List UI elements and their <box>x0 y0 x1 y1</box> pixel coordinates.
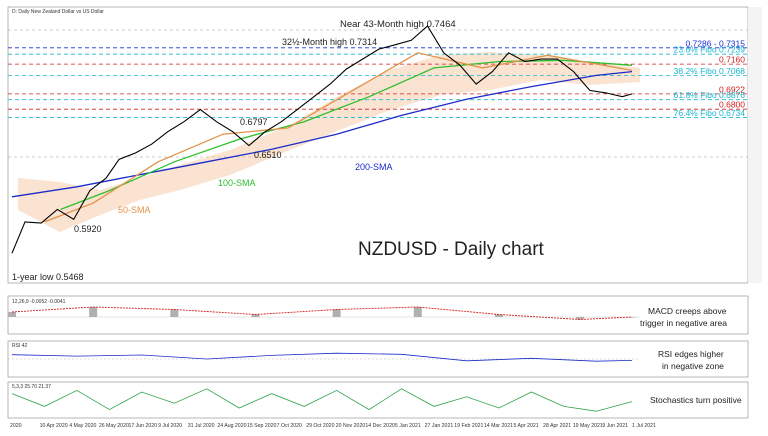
sma200-label: 200-SMA <box>355 162 393 172</box>
sma100-label: 100-SMA <box>218 178 256 188</box>
macd-note-1: MACD creeps above <box>648 306 727 316</box>
price-line <box>11 25 633 254</box>
macd-bar <box>8 312 16 317</box>
rsi-line <box>11 352 633 362</box>
x-tick-label: 29 Oct 2020 <box>306 423 334 429</box>
x-tick-label: 9 Jun 2021 <box>602 423 628 429</box>
level-label: 61.8% Fibo 0.6876 <box>674 90 746 100</box>
rsi-note-1: RSI edges higher <box>658 349 724 359</box>
macd-header: 12,26,9 -0.0052 -0.0041 <box>12 299 66 305</box>
source-line: D: Daily New Zealand Dollar vs US Dollar <box>12 9 104 15</box>
macd-bar <box>494 314 503 317</box>
level-label: 38.2% Fibo 0.7068 <box>674 66 746 76</box>
low1y-label: 1-year low 0.5468 <box>12 272 84 282</box>
x-tick-label: 20 Nov 2020 <box>336 423 366 429</box>
level-label: 0.6922 <box>719 84 745 94</box>
rsi-header: RSI 42 <box>12 343 28 349</box>
sma50-label: 50-SMA <box>118 205 151 215</box>
x-tick-label: 7 Oct 2020 <box>277 423 302 429</box>
chart-title: NZDUSD - Daily chart <box>358 239 545 260</box>
x-tick-label: 19 May 2021 <box>573 423 603 429</box>
sma200-line <box>11 70 633 198</box>
price-axis-strip <box>748 7 762 283</box>
x-tick-label: 17 Jun 2020 <box>128 423 157 429</box>
x-tick-label: 5 Jan 2021 <box>395 423 421 429</box>
x-tick-label: 27 Jan 2021 <box>425 423 454 429</box>
level-label: 0.6800 <box>719 100 745 110</box>
x-tick-label: 2020 <box>10 423 22 429</box>
level-label: 76.4% Fibo 0.6734 <box>674 108 746 118</box>
macd-line <box>11 306 633 320</box>
x-tick-label: 15 Sep 2020 <box>247 423 277 429</box>
macd-bar <box>413 307 422 317</box>
high32-label: 32½-Month high 0.7314 <box>282 37 377 47</box>
stoch-panel-frame <box>7 381 749 419</box>
macd-bar <box>89 307 98 317</box>
x-tick-label: 9 Jul 2020 <box>158 423 182 429</box>
macd-bar <box>170 309 179 317</box>
ichimoku-cloud <box>18 52 640 232</box>
stochastics-line <box>11 388 633 412</box>
sma50-line <box>44 52 633 223</box>
x-tick-label: 24 Aug 2020 <box>217 423 246 429</box>
p6797-label: 0.6797 <box>240 117 268 127</box>
x-tick-label: 31 Jul 2020 <box>188 423 215 429</box>
x-tick-label: 14 Dec 2020 <box>365 423 395 429</box>
macd-panel-frame <box>7 295 749 335</box>
price-panel-frame <box>7 6 749 284</box>
x-tick-label: 10 Apr 2020 <box>40 423 68 429</box>
x-tick-label: 19 Feb 2021 <box>454 423 483 429</box>
macd-bar <box>332 309 341 317</box>
level-label: 0.7286 - 0.7315 <box>685 38 745 48</box>
x-tick-label: 28 Apr 2021 <box>543 423 571 429</box>
p6510-label: 0.6510 <box>254 150 282 160</box>
macd-bar <box>576 317 585 320</box>
x-axis: 2020 10 Apr 2020 4 May 2020 26 May 2020 17 J… <box>10 423 656 429</box>
level-label: 0.7160 <box>719 55 745 65</box>
level-label: 23.6% Fibo 0.7239 <box>674 45 746 55</box>
x-tick-label: 26 May 2020 <box>99 423 129 429</box>
high43-label: Near 43-Month high 0.7464 <box>340 19 456 30</box>
x-tick-label: 14 Mar 2021 <box>484 423 513 429</box>
macd-note-2: trigger in negative area <box>640 318 727 328</box>
rsi-note-2: in negative zone <box>662 361 724 371</box>
macd-bar <box>251 314 260 317</box>
p5920-label: 0.5920 <box>74 224 102 234</box>
x-tick-label: 5 Apr 2021 <box>514 423 539 429</box>
stoch-note: Stochastics turn positive <box>650 395 742 405</box>
x-tick-label: 1 Jul 2021 <box>632 423 656 429</box>
stoch-header: 5,3,3 25.70 21.37 <box>12 384 51 390</box>
x-tick-label: 4 May 2020 <box>69 423 96 429</box>
